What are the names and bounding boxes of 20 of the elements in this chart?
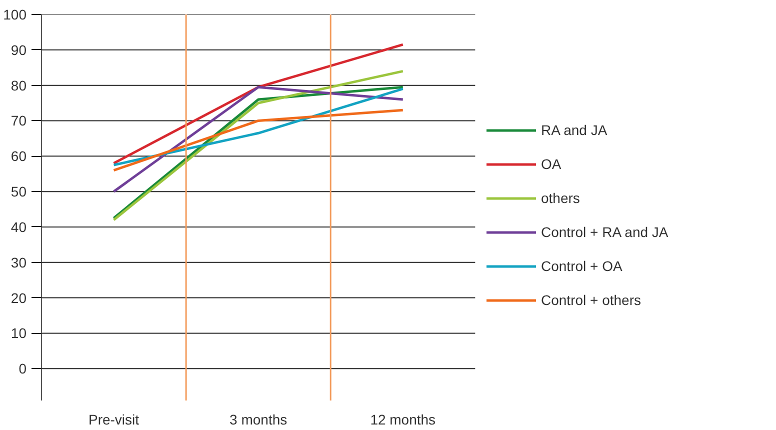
y-tick-label: 60 [10, 148, 27, 164]
y-tick-label: 100 [3, 6, 27, 22]
x-tick-label: 3 months [230, 412, 288, 428]
x-tick-label: Pre-visit [88, 412, 140, 428]
y-tick-label: 80 [10, 77, 27, 94]
legend-label: RA and JA [541, 122, 608, 138]
y-tick-label: 30 [10, 254, 27, 270]
y-tick-label: 50 [10, 184, 27, 200]
y-tick-label: 70 [10, 112, 27, 129]
y-tick-label: 20 [10, 290, 27, 306]
y-tick-label: 40 [10, 218, 27, 235]
legend-label: Control + OA [541, 258, 622, 274]
y-tick-label: 0 [18, 360, 27, 377]
y-tick-label: 10 [10, 325, 27, 342]
legend-label: others [541, 190, 580, 206]
legend-label: Control + others [541, 292, 641, 308]
y-tick-label: 90 [10, 42, 27, 58]
legend-label: Control + RA and JA [541, 224, 668, 240]
x-tick-label: 12 months [370, 412, 436, 428]
legend-label: OA [541, 156, 562, 172]
